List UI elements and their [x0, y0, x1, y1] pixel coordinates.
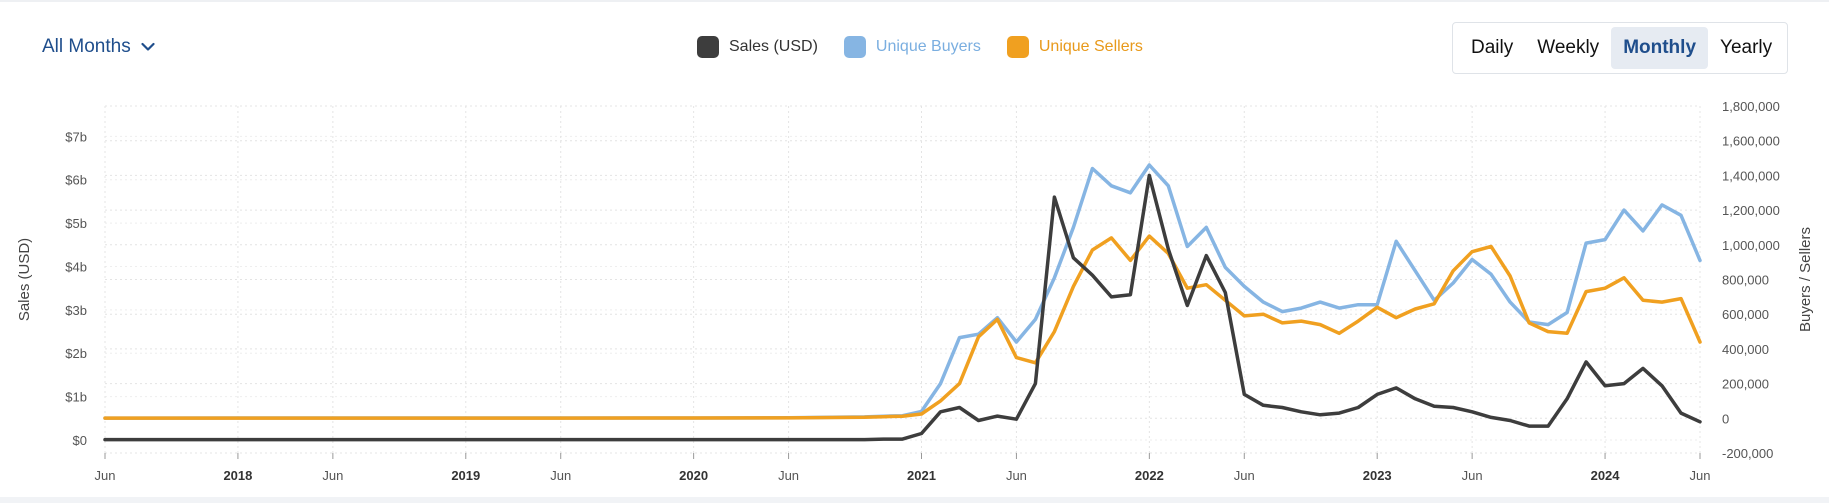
legend-item-sales[interactable]: Sales (USD) [697, 36, 818, 58]
x-tick-label: Jun [778, 468, 799, 483]
y-right-tick-label: 1,000,000 [1722, 238, 1780, 253]
legend-swatch-buyers [843, 36, 866, 58]
period-toggle-group: Daily Weekly Monthly Yearly [1452, 22, 1788, 74]
y-right-tick-label: 0 [1722, 411, 1729, 426]
period-daily-button[interactable]: Daily [1471, 37, 1514, 58]
y-right-tick-label: 800,000 [1722, 273, 1769, 288]
y-right-tick-label: 1,600,000 [1722, 134, 1780, 149]
x-tick-label: 2019 [451, 468, 480, 483]
y-right-tick-label: -200,000 [1722, 446, 1773, 461]
series-line-unique-buyers [103, 163, 1702, 420]
series-line-sales-usd [103, 173, 1702, 442]
legend-swatch-sellers [1006, 36, 1029, 58]
x-tick-label: Jun [550, 468, 571, 483]
legend-label-sellers: Unique Sellers [1038, 38, 1143, 55]
legend-swatch-sales [697, 36, 719, 58]
period-monthly-button[interactable]: Monthly [1611, 27, 1709, 69]
series-line-unique-sellers [103, 234, 1702, 420]
legend-label-buyers: Unique Buyers [875, 38, 981, 55]
y-left-tick-label: $5b [65, 216, 87, 231]
y-left-axis-title: Sales (USD) [16, 238, 33, 321]
y-right-tick-label: 400,000 [1722, 342, 1769, 357]
x-tick-label: 2024 [1591, 468, 1621, 483]
x-tick-label: Jun [95, 468, 116, 483]
y-right-tick-label: 200,000 [1722, 377, 1769, 392]
legend-item-buyers[interactable]: Unique Buyers [843, 36, 981, 58]
y-right-tick-label: 600,000 [1722, 307, 1769, 322]
period-yearly-button[interactable]: Yearly [1720, 37, 1773, 58]
y-left-tick-label: $0 [73, 433, 87, 448]
y-left-tick-label: $4b [65, 259, 87, 274]
x-tick-label: Jun [1690, 468, 1711, 483]
y-left-tick-label: $6b [65, 173, 87, 188]
x-tick-label: 2021 [907, 468, 936, 483]
legend-label-sales: Sales (USD) [729, 38, 818, 55]
chevron-down-icon [141, 42, 155, 51]
y-left-tick-label: $1b [65, 390, 87, 405]
x-tick-label: Jun [322, 468, 343, 483]
chart-legend: Sales (USD) Unique Buyers Unique Sellers [697, 36, 1169, 58]
y-right-tick-label: 1,400,000 [1722, 168, 1780, 183]
y-right-tick-label: 1,800,000 [1722, 99, 1780, 114]
y-right-tick-label: 1,200,000 [1722, 203, 1780, 218]
x-tick-label: 2018 [223, 468, 252, 483]
x-tick-label: Jun [1462, 468, 1483, 483]
bottom-divider [0, 497, 1829, 503]
y-right-axis-title: Buyers / Sellers [1797, 227, 1814, 332]
period-weekly-button[interactable]: Weekly [1537, 37, 1600, 58]
x-tick-label: 2023 [1363, 468, 1392, 483]
x-tick-label: 2020 [679, 468, 708, 483]
y-left-tick-label: $2b [65, 346, 87, 361]
range-select[interactable]: All Months [42, 36, 155, 58]
x-tick-label: Jun [1006, 468, 1027, 483]
x-tick-label: Jun [1234, 468, 1255, 483]
y-left-tick-label: $3b [65, 303, 87, 318]
top-divider [0, 0, 1829, 2]
x-tick-label: 2022 [1135, 468, 1164, 483]
legend-item-sellers[interactable]: Unique Sellers [1006, 36, 1143, 58]
range-select-label: All Months [42, 36, 131, 57]
y-left-tick-label: $7b [65, 129, 87, 144]
